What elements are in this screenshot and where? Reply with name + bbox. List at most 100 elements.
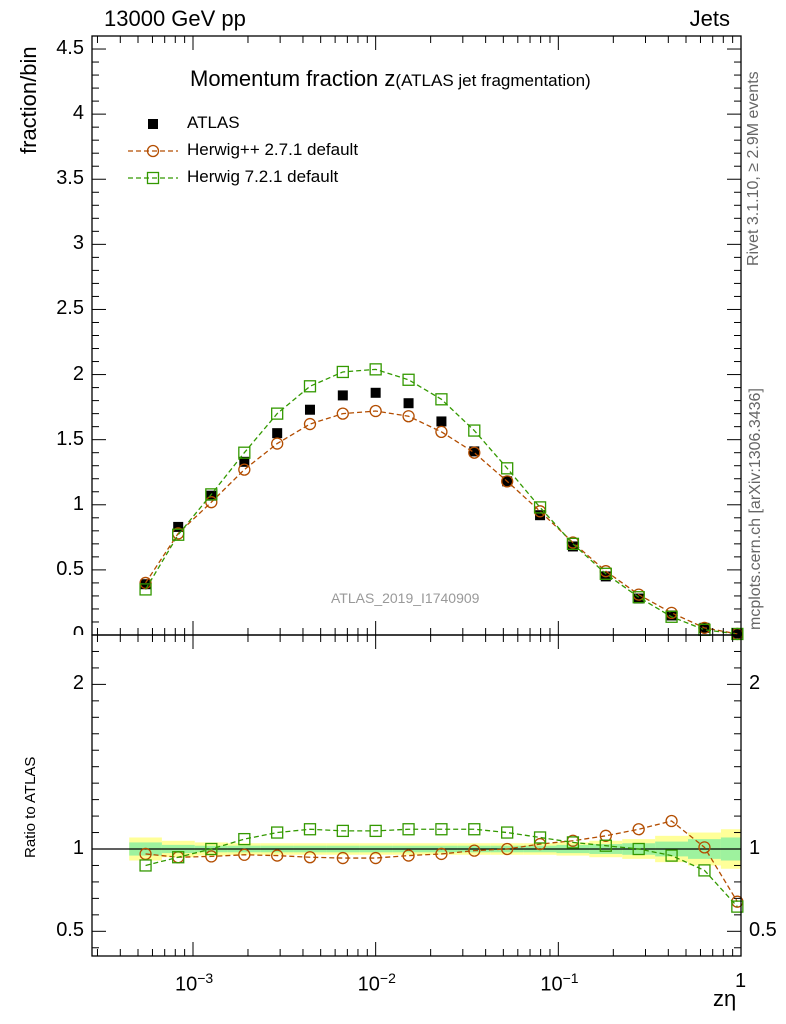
series-point-main <box>238 463 251 476</box>
x-tick-label: 10−2 <box>358 970 396 997</box>
data-point <box>304 404 315 415</box>
series-point-main <box>271 407 284 420</box>
series-point-ratio <box>369 824 382 838</box>
series-point-ratio <box>336 851 349 865</box>
series-point-ratio <box>501 826 514 839</box>
series-point-main <box>731 627 744 641</box>
series-point-main <box>402 373 415 386</box>
series-point-ratio <box>435 847 448 861</box>
data-point <box>666 610 677 621</box>
series-point-main <box>336 407 349 420</box>
series-point-main <box>501 475 514 488</box>
data-point <box>337 390 348 401</box>
series-point-ratio <box>566 836 580 849</box>
series-point-ratio <box>599 839 612 852</box>
chart-title-symbol: z <box>384 66 396 91</box>
chart-title-text: Momentum fraction <box>190 66 379 91</box>
series-point-ratio <box>139 859 152 872</box>
series-point-main <box>238 446 251 459</box>
data-point <box>403 398 414 409</box>
x-tick-label: 10−1 <box>540 970 578 997</box>
chart-title-suffix: (ATLAS jet fragmentation) <box>395 71 591 90</box>
series-point-ratio <box>271 826 284 839</box>
ratio-panel-frame <box>91 634 742 957</box>
ratio-y-tick-label-left: 0.5 <box>56 919 84 942</box>
series-point-ratio <box>205 850 218 863</box>
data-point <box>633 593 644 604</box>
series-point-ratio <box>665 814 678 828</box>
series-line-main <box>145 368 738 635</box>
ratio-y-axis-label: Ratio to ATLAS <box>22 756 39 858</box>
series-point-main <box>139 583 152 596</box>
y-tick-label: 3 <box>72 232 84 255</box>
y-tick-label: 3.5 <box>56 167 84 190</box>
y-tick-label: 1.5 <box>56 427 84 450</box>
data-point <box>173 521 184 532</box>
x-tick-label-exponent: −1 <box>562 970 579 986</box>
x-tick-label: 10−3 <box>175 970 213 997</box>
chart-title: Momentum fraction z(ATLAS jet fragmentat… <box>190 66 591 92</box>
x-axis-label: zη <box>713 986 737 1011</box>
y-tick-label: 0.5 <box>56 557 84 580</box>
x-tick-label-base: 10 <box>540 973 563 996</box>
series-point-main <box>435 425 448 439</box>
y-tick-label: 2.5 <box>56 297 84 320</box>
series-point-ratio <box>303 823 317 836</box>
series-point-ratio <box>336 824 349 838</box>
legend <box>128 119 178 185</box>
series-point-ratio <box>238 832 251 846</box>
legend-label: Herwig 7.2.1 default <box>187 167 339 186</box>
data-point <box>567 541 578 552</box>
series-point-ratio <box>533 831 547 844</box>
series-point-main <box>369 404 382 418</box>
ratio-y-tick-label-left: 2 <box>72 672 84 695</box>
series-point-ratio <box>402 823 415 836</box>
series-point-ratio <box>599 829 612 842</box>
x-tick-label-exponent: −3 <box>197 970 214 986</box>
series-point-ratio <box>665 849 678 862</box>
series-point-main <box>271 437 284 450</box>
legend-marker <box>148 119 158 129</box>
series-point-ratio <box>731 900 744 913</box>
data-point <box>469 446 480 457</box>
rivet-label: Rivet 3.1.10, ≥ 2.9M events <box>745 71 762 266</box>
x-tick-label-base: 10 <box>357 973 380 996</box>
y-tick-label-zero: 0 <box>72 623 84 635</box>
series-point-main <box>501 462 514 475</box>
series-point-main <box>172 528 185 541</box>
series-point-ratio <box>271 849 284 862</box>
data-point <box>436 416 447 427</box>
series-line-ratio <box>145 828 738 908</box>
series-point-ratio <box>205 842 218 856</box>
series-point-main <box>402 410 415 423</box>
y-tick-label: 4.5 <box>56 37 84 60</box>
series-point-ratio <box>501 842 514 856</box>
series-point-ratio <box>698 841 711 854</box>
series-point-ratio <box>435 823 448 836</box>
series-point-main <box>599 567 612 580</box>
ratio-y-tick-label-right: 2 <box>749 672 761 695</box>
y-tick-label: 2 <box>72 362 84 385</box>
series-point-ratio <box>468 823 481 836</box>
x-tick-label: 1 <box>735 970 746 993</box>
series-point-main <box>205 496 218 509</box>
axis-ticks <box>92 35 742 956</box>
series-point-ratio <box>402 849 415 862</box>
main-panel-series <box>139 363 744 641</box>
header-left-label: 13000 GeV pp <box>104 6 246 31</box>
series-point-main <box>205 488 218 501</box>
series-point-ratio <box>632 842 645 856</box>
x-tick-label-exponent: −2 <box>379 970 396 986</box>
series-point-main <box>468 424 481 437</box>
series-point-main <box>468 446 481 459</box>
series-point-ratio <box>533 837 547 851</box>
series-point-main <box>533 501 547 514</box>
series-point-ratio <box>632 823 645 836</box>
series-point-main <box>369 363 382 376</box>
series-point-main <box>435 393 448 406</box>
legend-label: Herwig++ 2.7.1 default <box>187 140 359 159</box>
y-tick-label: 1 <box>72 492 84 515</box>
series-point-main <box>303 380 317 393</box>
series-point-main <box>303 417 317 431</box>
